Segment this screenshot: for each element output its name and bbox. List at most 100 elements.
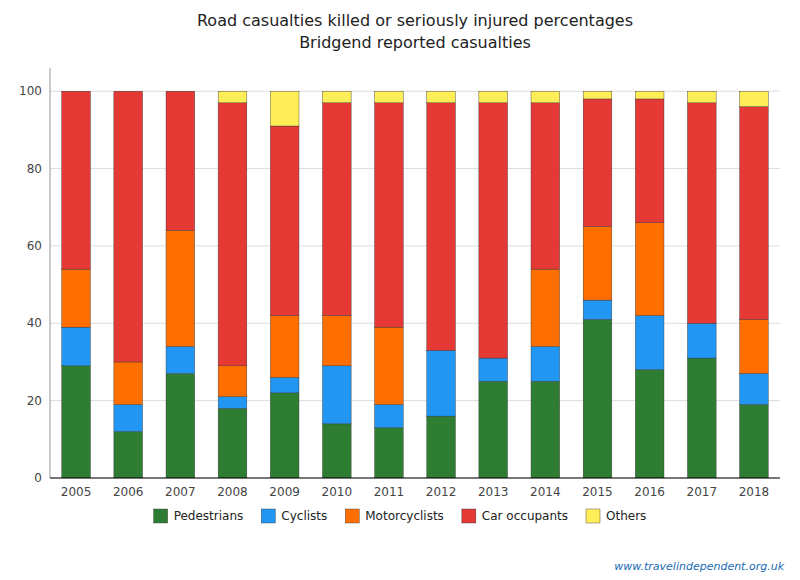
bar-segment	[62, 91, 91, 269]
grid	[50, 91, 780, 478]
x-tick-label: 2009	[269, 485, 300, 499]
legend-label: Pedestrians	[174, 509, 244, 523]
bar-segment	[427, 350, 456, 416]
bar-segment	[114, 91, 143, 362]
bar-segment	[479, 103, 508, 358]
x-tick-label: 2008	[217, 485, 248, 499]
bar-segment	[635, 91, 664, 99]
bar-segment	[218, 103, 247, 366]
bar-segment	[740, 107, 769, 320]
grid-line	[50, 245, 780, 246]
legend-label: Cyclists	[281, 509, 327, 523]
x-tick-label: 2007	[165, 485, 196, 499]
bar-segment	[479, 358, 508, 381]
legend-label: Car occupants	[482, 509, 568, 523]
bar-segment	[635, 223, 664, 316]
x-tick-label: 2006	[113, 485, 144, 499]
bar-segment	[218, 366, 247, 397]
bar-segment	[270, 316, 299, 378]
x-tick-label: 2013	[478, 485, 509, 499]
bar-segment	[531, 269, 560, 346]
bar-segment	[427, 103, 456, 351]
legend-label: Motorcyclists	[365, 509, 444, 523]
bar-segment	[583, 300, 612, 319]
bar-segment	[375, 428, 404, 478]
y-tick-label: 20	[27, 394, 42, 408]
bar-segment	[322, 316, 351, 366]
x-tick-label: 2015	[582, 485, 613, 499]
bar-segment	[635, 370, 664, 478]
bar-segment	[427, 91, 456, 103]
grid-line	[50, 400, 780, 401]
x-tick-label: 2012	[426, 485, 457, 499]
x-tick-label: 2005	[61, 485, 92, 499]
bar-segment	[270, 393, 299, 478]
x-tick-label: 2014	[530, 485, 561, 499]
bar-segment	[531, 381, 560, 478]
bars	[62, 91, 769, 478]
bar-segment	[427, 416, 456, 478]
y-tick-label: 60	[27, 239, 42, 253]
bar-segment	[583, 91, 612, 99]
bar-segment	[479, 91, 508, 103]
grid-line	[50, 478, 780, 479]
bar-segment	[218, 91, 247, 103]
bar-segment	[479, 381, 508, 478]
legend: Pedestrians Cyclists Motorcyclists Car occu…	[154, 509, 647, 523]
y-tick-label: 100	[19, 84, 42, 98]
bar-segment	[635, 316, 664, 370]
bar-segment	[740, 405, 769, 478]
bar-segment	[740, 91, 769, 106]
bar-segment	[114, 405, 143, 432]
bar-segment	[583, 227, 612, 300]
bar-segment	[375, 405, 404, 428]
bar-segment	[166, 91, 195, 92]
bar-segment	[740, 319, 769, 373]
legend-swatch	[154, 509, 168, 523]
bar-segment	[740, 374, 769, 405]
bar-segment	[583, 319, 612, 478]
x-axis-line	[50, 478, 780, 479]
bar-segment	[114, 91, 143, 92]
bar-segment	[62, 269, 91, 327]
subtitle: Bridgend reported casualties	[299, 33, 531, 52]
bar-segment	[270, 91, 299, 126]
bar-segment	[62, 366, 91, 478]
legend-swatch	[462, 509, 476, 523]
bar-segment	[62, 91, 91, 92]
bar-segment	[218, 397, 247, 409]
bar-segment	[687, 103, 716, 323]
bar-segment	[322, 91, 351, 103]
bar-segment	[218, 408, 247, 478]
y-tick-label: 80	[27, 162, 42, 176]
bar-segment	[114, 362, 143, 405]
x-tick-label: 2018	[739, 485, 770, 499]
x-tick-label: 2016	[634, 485, 665, 499]
chart: Road casualties killed or seriously inju…	[0, 0, 800, 580]
bar-segment	[531, 346, 560, 381]
legend-label: Others	[606, 509, 646, 523]
bar-segment	[166, 374, 195, 478]
watermark: www.travelindependent.org.uk	[614, 560, 784, 573]
bar-segment	[166, 230, 195, 346]
bar-segment	[687, 91, 716, 103]
bar-segment	[531, 91, 560, 103]
bar-segment	[375, 103, 404, 327]
bar-segment	[687, 323, 716, 358]
y-axis-line	[50, 68, 51, 478]
grid-line	[50, 91, 780, 92]
legend-swatch	[345, 509, 359, 523]
y-tick-label: 40	[27, 316, 42, 330]
x-tick-label: 2010	[322, 485, 353, 499]
x-tick-label: 2017	[687, 485, 718, 499]
bar-segment	[322, 103, 351, 316]
title: Road casualties killed or seriously inju…	[197, 11, 633, 30]
grid-line	[50, 323, 780, 324]
bar-segment	[322, 424, 351, 478]
bar-segment	[62, 327, 91, 366]
legend-swatch	[261, 509, 275, 523]
bar-segment	[583, 99, 612, 227]
y-tick-label: 0	[34, 471, 42, 485]
bar-segment	[687, 358, 716, 478]
bar-segment	[166, 91, 195, 230]
